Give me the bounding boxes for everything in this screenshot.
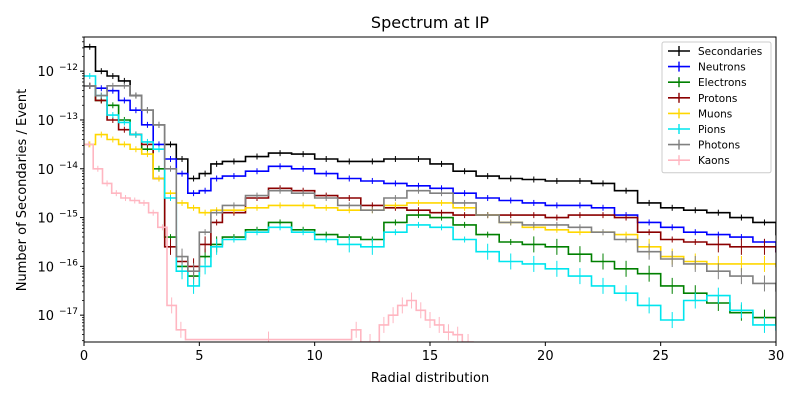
legend-item-secondaries: Secondaries xyxy=(668,46,762,58)
legend-label: Kaons xyxy=(698,155,730,167)
y-tick-label: 10 xyxy=(37,212,54,227)
y-tick-exponent: −16 xyxy=(59,258,78,268)
y-axis-label: Number of Secondaries / Event xyxy=(15,89,30,291)
legend-item-muons: Muons xyxy=(668,108,732,120)
legend-item-photons: Photons xyxy=(668,139,740,152)
series-errorbars-photons xyxy=(89,82,765,292)
legend-label: Photons xyxy=(698,140,740,152)
legend-label: Electrons xyxy=(698,77,747,89)
chart-title: Spectrum at IP xyxy=(371,13,490,32)
x-tick-label: 15 xyxy=(422,349,439,364)
legend-item-kaons: Kaons xyxy=(668,155,730,167)
legend-item-electrons: Electrons xyxy=(668,77,747,89)
y-tick-label: 10 xyxy=(37,114,54,129)
y-axis: 10 −12 10 −13 10 −14 10 −15 10 −16 10 −17 xyxy=(37,36,84,342)
x-tick-label: 0 xyxy=(80,349,88,364)
legend: Secondaries Neutrons Electrons Protons Muons… xyxy=(661,41,772,174)
y-tick-label: 10 xyxy=(37,260,54,275)
legend-label: Pions xyxy=(698,124,726,136)
x-tick-label: 5 xyxy=(195,349,203,364)
y-tick-exponent: −14 xyxy=(59,161,78,171)
legend-item-protons: Protons xyxy=(668,92,737,105)
x-axis-label: Radial distribution xyxy=(371,371,489,386)
legend-label: Protons xyxy=(698,93,737,105)
legend-label: Neutrons xyxy=(698,62,746,74)
y-tick-label: 10 xyxy=(37,65,54,80)
series-errorbars-kaons xyxy=(88,141,469,342)
legend-label: Secondaries xyxy=(698,46,762,58)
legend-item-pions: Pions xyxy=(668,124,726,136)
legend-label: Muons xyxy=(698,108,732,120)
y-tick-exponent: −13 xyxy=(59,112,78,122)
plot-area xyxy=(84,43,776,342)
legend-box xyxy=(661,41,772,174)
x-tick-label: 25 xyxy=(652,349,669,364)
y-tick-label: 10 xyxy=(37,163,54,178)
y-tick-exponent: −12 xyxy=(59,63,78,73)
series-errorbars-protons xyxy=(89,82,765,275)
y-tick-exponent: −17 xyxy=(59,307,78,317)
y-tick-label: 10 xyxy=(37,309,54,324)
y-tick-exponent: −15 xyxy=(59,210,78,220)
series-line-kaons xyxy=(84,143,474,342)
x-tick-label: 30 xyxy=(768,349,785,364)
x-tick-label: 10 xyxy=(306,349,323,364)
x-tick-label: 20 xyxy=(537,349,554,364)
legend-item-neutrons: Neutrons xyxy=(668,61,746,74)
x-axis: 0 5 10 15 20 25 30 xyxy=(80,342,784,364)
